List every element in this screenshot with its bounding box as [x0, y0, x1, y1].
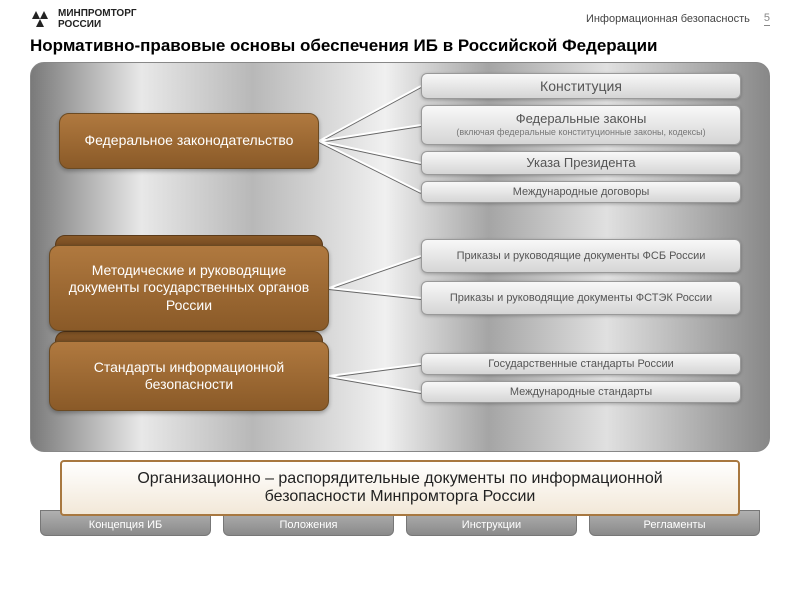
bottom-main-line2: безопасности Минпромторга России — [82, 488, 718, 506]
item-label: Указа Президента — [526, 156, 635, 171]
item-label: Приказы и руководящие документы ФСТЭК Ро… — [450, 292, 712, 305]
bottom-main-line1: Организационно – распорядительные докуме… — [82, 470, 718, 488]
logo: МИНПРОМТОРГ РОССИИ — [30, 8, 137, 30]
category-label: Федеральное законодательство — [85, 132, 294, 150]
logo-icon — [30, 9, 52, 29]
logo-text-line1: МИНПРОМТОРГ — [58, 8, 137, 19]
item-box-const: Конституция — [421, 73, 741, 99]
category-label: Методические и руководящие документы гос… — [60, 262, 318, 315]
item-box-intlstd: Международные стандарты — [421, 381, 741, 403]
logo-text-line2: РОССИИ — [58, 19, 137, 30]
page-number: 5 — [764, 12, 770, 26]
diagram-panel: Федеральное законодательство Методические… — [30, 62, 770, 452]
item-box-ukaz: Указа Президента — [421, 151, 741, 175]
category-box-std: Стандарты информационной безопасности — [49, 341, 329, 411]
item-label: Приказы и руководящие документы ФСБ Росс… — [457, 250, 706, 263]
item-box-fzlaw: Федеральные законы(включая федеральные к… — [421, 105, 741, 145]
item-box-fsb: Приказы и руководящие документы ФСБ Росс… — [421, 239, 741, 273]
item-label: Государственные стандарты России — [488, 358, 674, 371]
header: МИНПРОМТОРГ РОССИИ Информационная безопа… — [0, 0, 800, 34]
category-box-method: Методические и руководящие документы гос… — [49, 245, 329, 331]
item-label: Федеральные законы — [516, 112, 647, 127]
item-sublabel: (включая федеральные конституционные зак… — [456, 127, 705, 137]
bottom-area: Организационно – распорядительные докуме… — [30, 460, 770, 536]
item-box-intl: Международные договоры — [421, 181, 741, 203]
item-label: Международные стандарты — [510, 386, 652, 399]
bottom-main-box: Организационно – распорядительные докуме… — [60, 460, 740, 516]
header-subject: Информационная безопасность — [586, 13, 750, 25]
page-title: Нормативно-правовые основы обеспечения И… — [0, 34, 800, 62]
category-label: Стандарты информационной безопасности — [60, 359, 318, 394]
item-box-fstek: Приказы и руководящие документы ФСТЭК Ро… — [421, 281, 741, 315]
item-label: Конституция — [540, 78, 622, 94]
item-box-gost: Государственные стандарты России — [421, 353, 741, 375]
item-label: Международные договоры — [513, 186, 650, 199]
category-box-fed: Федеральное законодательство — [59, 113, 319, 169]
